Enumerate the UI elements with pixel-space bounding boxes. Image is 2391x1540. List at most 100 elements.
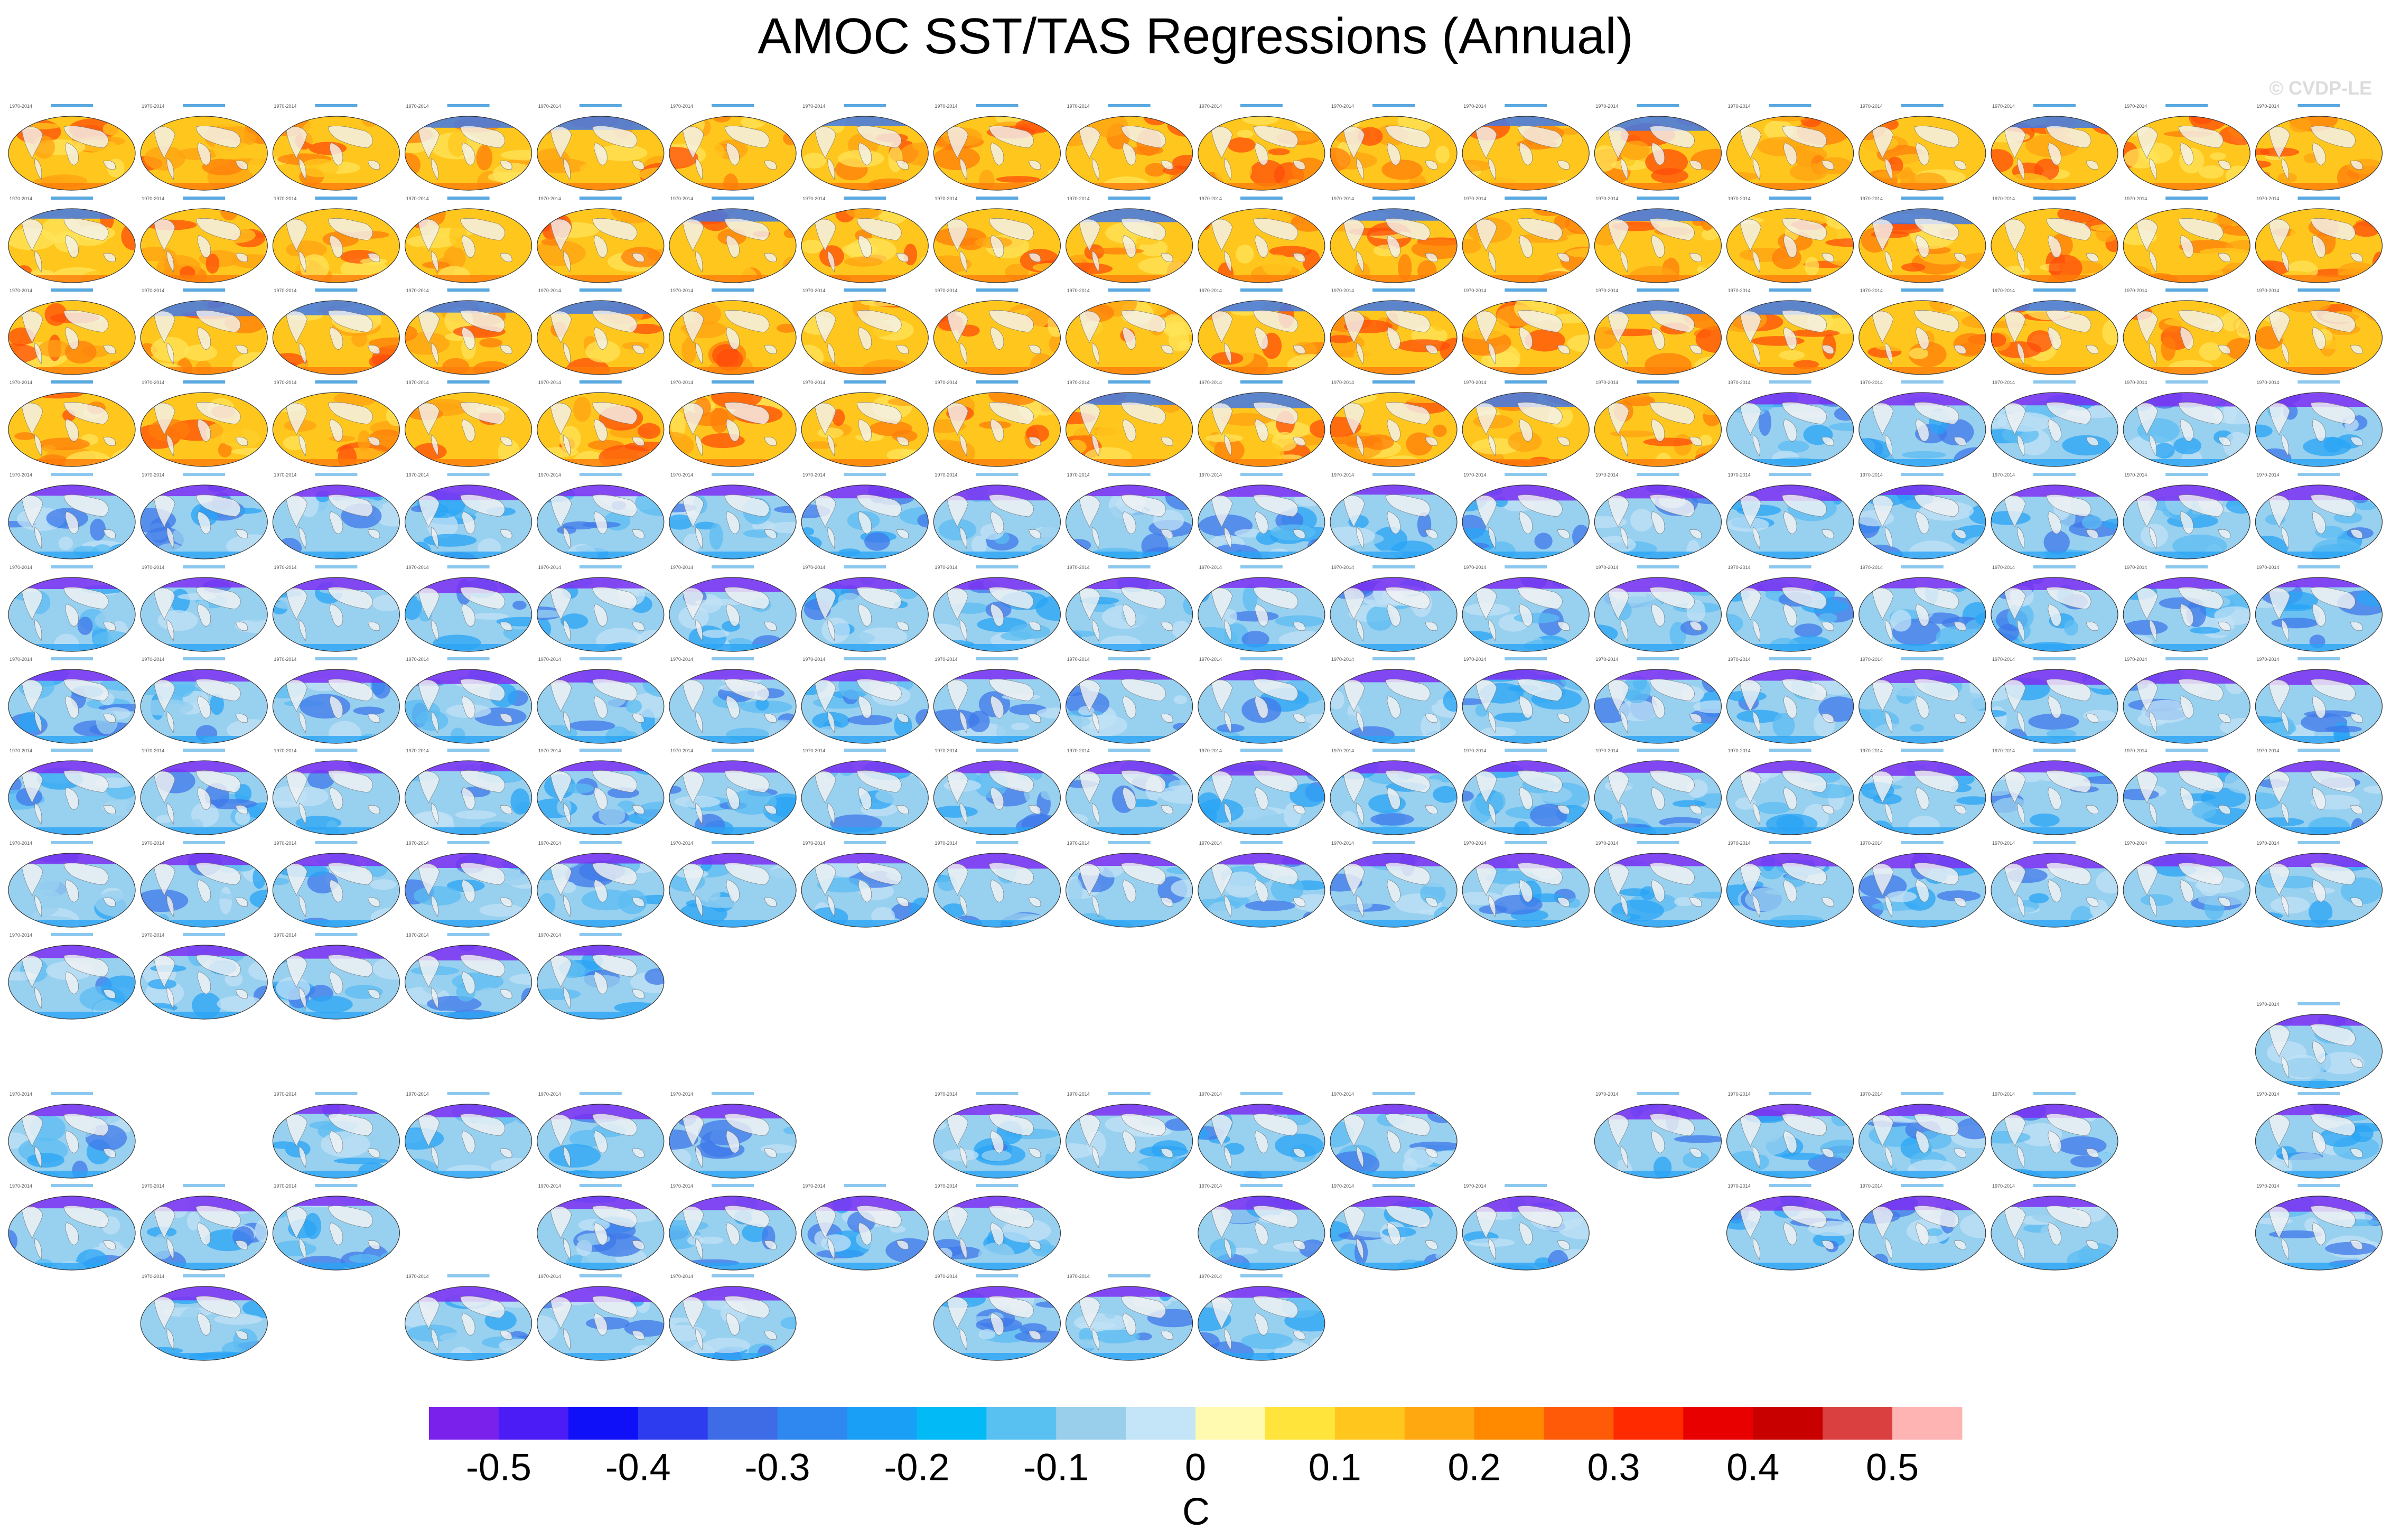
panel-model-label	[2297, 473, 2340, 476]
map-panel: 1970-2014	[933, 841, 1061, 928]
panel-header: 1970-2014	[1728, 841, 1751, 846]
panel-grid: 1970-2014 1970-2014 1970-2014 1970-2014 1970…	[8, 104, 2383, 1361]
colorbar-box	[986, 1407, 1057, 1440]
panel-header: 1970-2014	[10, 657, 32, 662]
panel-model-label	[1505, 565, 1547, 568]
panel-header: 1970-2014	[1992, 565, 2015, 570]
panel-model-label	[1901, 288, 1944, 292]
panel-model-label	[1372, 1092, 1415, 1095]
panel-header: 1970-2014	[538, 1183, 561, 1189]
panel-model-label	[1372, 197, 1415, 200]
panel-model-label	[712, 1184, 754, 1187]
map-panel: 1970-2014	[1726, 748, 1854, 835]
panel-model-label	[447, 749, 490, 752]
panel-header: 1970-2014	[935, 104, 957, 109]
panel-model-label	[1108, 657, 1151, 660]
panel-model-label	[1240, 288, 1283, 292]
map-panel: 1970-2014	[1858, 841, 1986, 928]
panel-header: 1970-2014	[1992, 472, 2015, 478]
panel-model-label	[976, 1274, 1019, 1277]
panel-model-label	[447, 933, 490, 936]
panel-model-label	[1240, 197, 1283, 200]
panel-header: 1970-2014	[1331, 1091, 1354, 1097]
panel-model-label	[1240, 1092, 1283, 1095]
panel-model-label	[183, 841, 226, 844]
panel-model-label	[976, 657, 1019, 660]
panel-header: 1970-2014	[935, 1183, 957, 1189]
panel-model-label	[844, 749, 886, 752]
panel-header: 1970-2014	[935, 196, 957, 201]
panel-model-label	[2033, 657, 2076, 660]
panel-model-label	[1240, 565, 1283, 568]
panel-header: 1970-2014	[406, 657, 429, 662]
panel-model-label	[2165, 841, 2208, 844]
panel-model-label	[1769, 104, 1811, 107]
panel-model-label	[579, 288, 622, 292]
panel-header: 1970-2014	[538, 472, 561, 478]
panel-model-label	[1108, 288, 1151, 292]
panel-header: 1970-2014	[1199, 380, 1222, 385]
panel-model-label	[844, 565, 886, 568]
colorbar-unit-label: C	[1182, 1491, 1210, 1533]
panel-model-label	[2033, 104, 2076, 107]
panel-model-label	[1240, 473, 1283, 476]
colorbar-tick-label: 0.3	[1587, 1446, 1640, 1489]
panel-header: 1970-2014	[10, 841, 32, 846]
panel-model-label	[1769, 380, 1811, 384]
panel-header: 1970-2014	[1463, 104, 1486, 109]
panel-header: 1970-2014	[274, 841, 296, 846]
panel-header: 1970-2014	[1728, 380, 1751, 385]
panel-header: 1970-2014	[1728, 565, 1751, 570]
panel-model-label	[1901, 657, 1944, 660]
panel-model-label	[844, 104, 886, 107]
panel-model-label	[1901, 380, 1944, 384]
panel-header: 1970-2014	[1463, 657, 1486, 662]
panel-header: 1970-2014	[2256, 565, 2279, 570]
map-panel: 1970-2014	[140, 1183, 268, 1271]
map-panel: 1970-2014	[1991, 1091, 2118, 1179]
panel-header: 1970-2014	[1860, 748, 1883, 753]
panel-header: 1970-2014	[10, 1183, 32, 1189]
panel-header: 1970-2014	[1463, 196, 1486, 201]
panel-header: 1970-2014	[1331, 565, 1354, 570]
panel-header: 1970-2014	[142, 196, 164, 201]
colorbar-box	[1544, 1407, 1614, 1440]
panel-header: 1970-2014	[406, 472, 429, 478]
panel-model-label	[1372, 380, 1415, 384]
panel-header: 1970-2014	[935, 1274, 957, 1279]
panel-model-label	[1240, 657, 1283, 660]
colorbar-box	[1823, 1407, 1893, 1440]
panel-model-label	[315, 749, 358, 752]
panel-model-label	[315, 1184, 358, 1187]
panel-header: 1970-2014	[670, 748, 693, 753]
panel-header: 1970-2014	[1992, 288, 2015, 293]
panel-header: 1970-2014	[1067, 1274, 1090, 1279]
panel-header: 1970-2014	[2256, 1091, 2279, 1097]
panel-model-label	[712, 657, 754, 660]
panel-model-label	[844, 288, 886, 292]
panel-model-label	[183, 933, 226, 936]
panel-header: 1970-2014	[2124, 657, 2147, 662]
panel-model-label	[1372, 657, 1415, 660]
panel-model-label	[1637, 749, 1679, 752]
panel-header: 1970-2014	[802, 841, 825, 846]
panel-model-label	[447, 288, 490, 292]
panel-model-label	[1108, 473, 1151, 476]
panel-header: 1970-2014	[406, 1091, 429, 1097]
panel-header: 1970-2014	[142, 380, 164, 385]
panel-header: 1970-2014	[802, 196, 825, 201]
colorbar-box	[498, 1407, 569, 1440]
panel-model-label	[183, 197, 226, 200]
panel-model-label	[2297, 749, 2340, 752]
panel-header: 1970-2014	[935, 657, 957, 662]
panel-header: 1970-2014	[274, 1183, 296, 1189]
panel-header: 1970-2014	[10, 288, 32, 293]
panel-header: 1970-2014	[142, 1274, 164, 1279]
panel-model-label	[2033, 197, 2076, 200]
panel-header: 1970-2014	[1860, 841, 1883, 846]
panel-model-label	[2297, 288, 2340, 292]
panel-header: 1970-2014	[1067, 288, 1090, 293]
map-panel: 1970-2014	[272, 380, 400, 467]
panel-model-label	[2297, 657, 2340, 660]
